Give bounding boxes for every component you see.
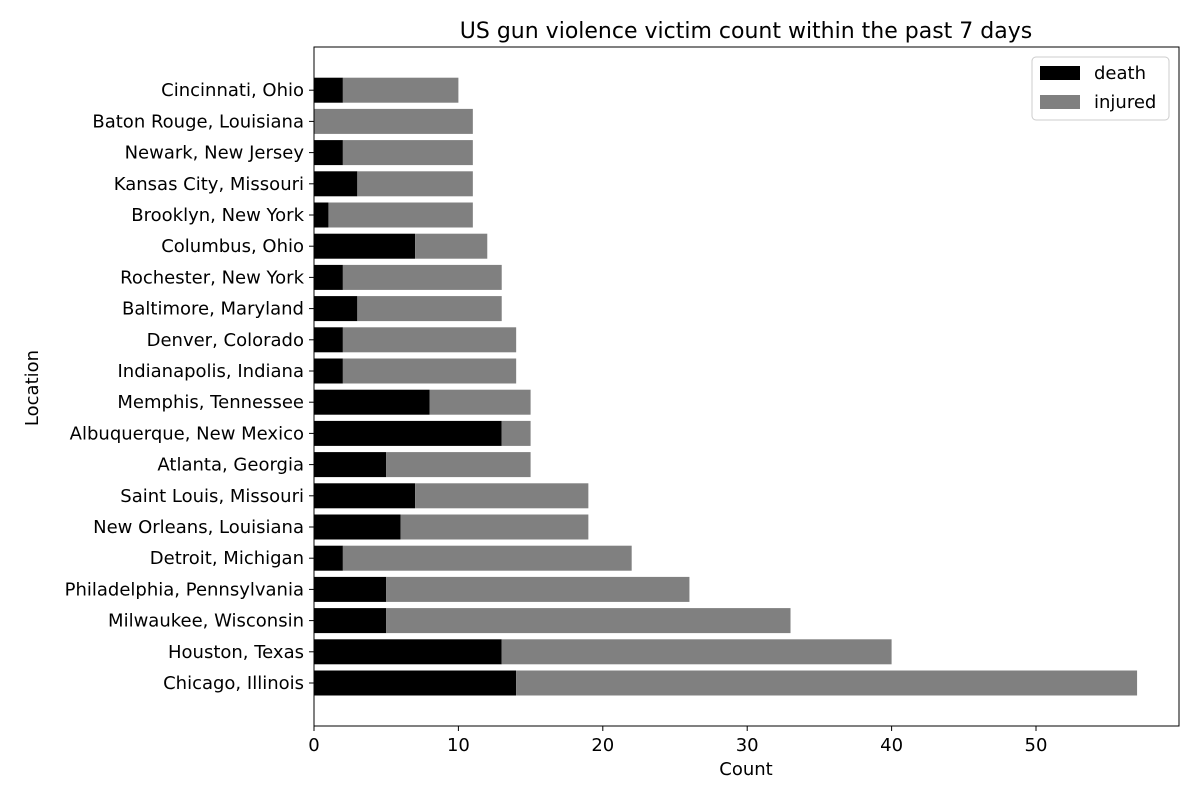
- bar-death: [314, 264, 343, 290]
- bar-injured: [342, 140, 473, 166]
- y-tick-label: Kansas City, Missouri: [114, 174, 304, 195]
- bar-death: [314, 483, 416, 509]
- bar-injured: [342, 358, 517, 384]
- bar-injured: [415, 483, 589, 509]
- y-tick-label: Brooklyn, New York: [131, 205, 304, 226]
- bar-death: [314, 202, 329, 228]
- bar-death: [314, 545, 343, 571]
- bar-injured: [342, 77, 459, 103]
- y-tick-label: Chicago, Illinois: [163, 673, 304, 694]
- plot-frame: [313, 46, 1180, 727]
- bar-injured: [342, 264, 502, 290]
- x-tick-label: 30: [736, 735, 759, 756]
- legend-swatch-injured: [1040, 95, 1080, 109]
- y-tick-label: Philadelphia, Pennsylvania: [65, 579, 304, 600]
- legend-label-death: death: [1094, 63, 1146, 84]
- bar-injured: [501, 639, 892, 665]
- bar-injured: [328, 202, 473, 228]
- y-tick-label: Newark, New Jersey: [125, 143, 305, 164]
- y-tick-label: Indianapolis, Indiana: [118, 361, 305, 382]
- bar-death: [314, 296, 358, 322]
- bar-death: [314, 608, 387, 634]
- x-tick-label: 0: [308, 735, 319, 756]
- bars-group: [314, 77, 1138, 696]
- bar-death: [314, 327, 343, 353]
- y-tick-label: Atlanta, Georgia: [157, 455, 304, 476]
- bar-death: [314, 514, 401, 540]
- y-tick-label: Memphis, Tennessee: [117, 392, 304, 413]
- bar-death: [314, 639, 502, 665]
- bar-injured: [386, 576, 690, 602]
- y-tick-label: Denver, Colorado: [147, 330, 304, 351]
- bar-injured: [501, 420, 531, 446]
- bar-death: [314, 233, 416, 259]
- y-tick-label: Saint Louis, Missouri: [120, 486, 304, 507]
- y-tick-label: Milwaukee, Wisconsin: [108, 611, 304, 632]
- bar-injured: [415, 233, 488, 259]
- bar-injured: [386, 452, 531, 478]
- x-tick-label: 40: [880, 735, 903, 756]
- bar-injured: [429, 389, 531, 415]
- bar-death: [314, 140, 343, 166]
- y-tick-label: Baltimore, Maryland: [122, 299, 304, 320]
- bar-death: [314, 576, 387, 602]
- x-tick-label: 50: [1025, 735, 1048, 756]
- chart-title: US gun violence victim count within the …: [460, 19, 1032, 44]
- bar-death: [314, 358, 343, 384]
- bar-injured: [400, 514, 589, 540]
- x-tick-label: 20: [591, 735, 614, 756]
- y-tick-label: Columbus, Ohio: [161, 236, 304, 257]
- bar-death: [314, 420, 502, 446]
- x-tick-label: 10: [447, 735, 470, 756]
- y-tick-label: New Orleans, Louisiana: [93, 517, 304, 538]
- bar-injured: [386, 608, 791, 634]
- x-axis-title: Count: [719, 759, 772, 780]
- legend-label-injured: injured: [1094, 92, 1156, 113]
- y-axis-title: Location: [22, 350, 43, 426]
- legend: death injured: [1031, 56, 1170, 121]
- bar-injured: [357, 171, 473, 197]
- bar-death: [314, 670, 517, 696]
- y-tick-label: Baton Rouge, Louisiana: [92, 111, 304, 132]
- bar-death: [314, 452, 387, 478]
- bar-death: [314, 389, 430, 415]
- bar-death: [314, 171, 358, 197]
- y-tick-label: Detroit, Michigan: [150, 548, 304, 569]
- bar-injured: [314, 108, 473, 134]
- y-tick-label: Rochester, New York: [120, 267, 304, 288]
- legend-swatch-death: [1040, 66, 1080, 80]
- bar-injured: [357, 296, 502, 322]
- bar-death: [314, 77, 343, 103]
- bar-injured: [342, 327, 517, 353]
- bar-injured: [516, 670, 1138, 696]
- y-axis: Chicago, Illinois Houston, Texas Milwaukee…: [65, 80, 314, 694]
- bar-injured: [342, 545, 632, 571]
- y-tick-label: Houston, Texas: [168, 642, 304, 663]
- y-tick-label: Albuquerque, New Mexico: [70, 423, 304, 444]
- y-tick-label: Cincinnati, Ohio: [161, 80, 304, 101]
- x-axis: 0 10 20 30 40 50: [308, 726, 1047, 756]
